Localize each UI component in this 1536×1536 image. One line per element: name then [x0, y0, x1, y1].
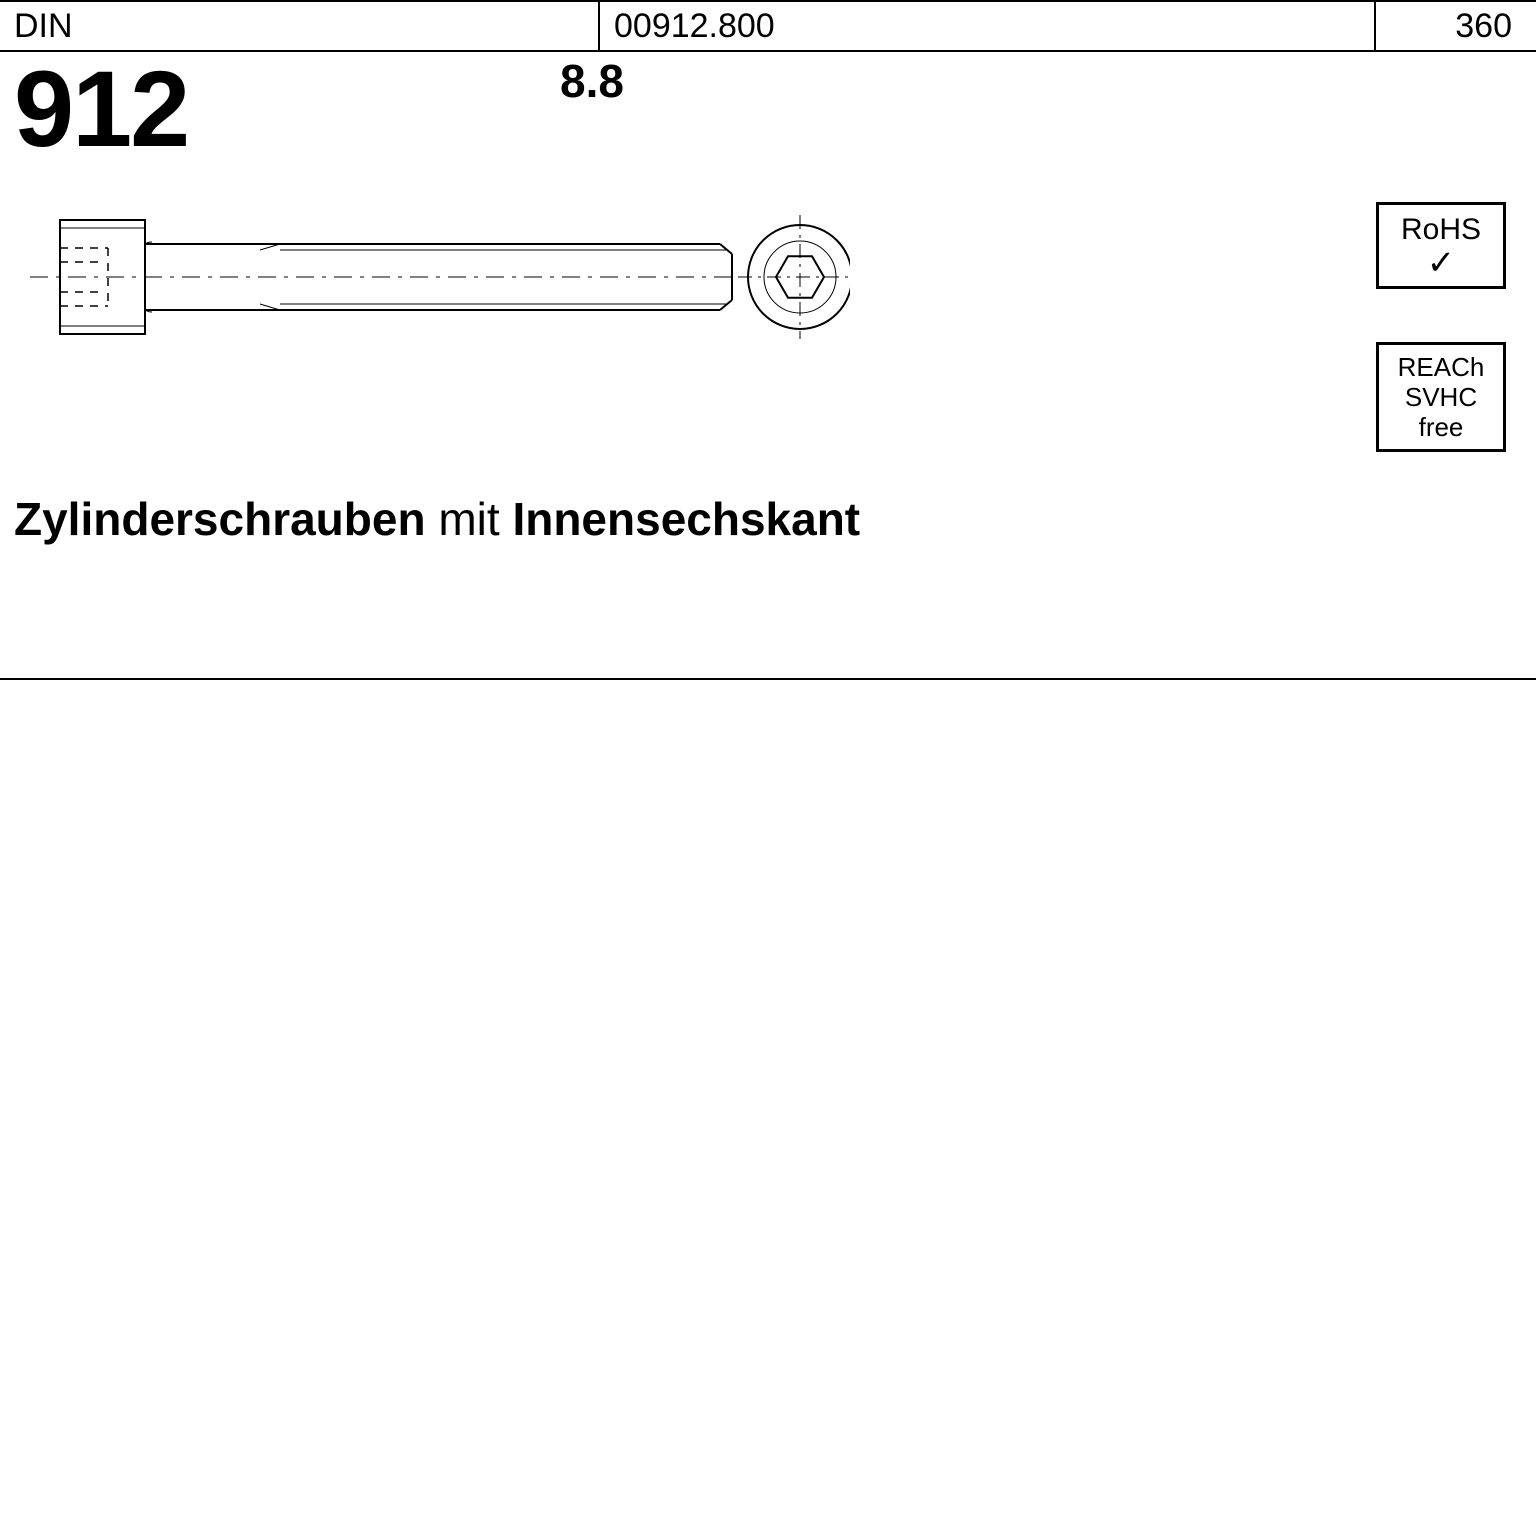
- reach-line1: REACh: [1383, 353, 1499, 383]
- standard-number: 912: [14, 46, 188, 171]
- header-page-ref: 360: [1376, 2, 1536, 50]
- rohs-badge: RoHS ✓: [1376, 202, 1506, 289]
- check-icon: ✓: [1383, 246, 1499, 280]
- drawing-area: RoHS ✓ REACh SVHC free: [0, 172, 1536, 432]
- rohs-label: RoHS: [1383, 213, 1499, 246]
- product-title: Zylinderschrauben mit Innensechskant: [14, 492, 860, 546]
- datasheet: DIN 00912.800 360 912 8.8: [0, 0, 1536, 680]
- title-suffix: Innensechskant: [512, 493, 860, 545]
- screw-drawing: [30, 192, 850, 362]
- title-middle: mit: [426, 493, 513, 545]
- reach-line2: SVHC: [1383, 383, 1499, 413]
- spec-row: 912 8.8: [0, 52, 1536, 172]
- strength-grade: 8.8: [560, 54, 624, 108]
- title-prefix: Zylinderschrauben: [14, 493, 426, 545]
- header-article-code: 00912.800: [600, 2, 1376, 50]
- header-standard-org: DIN: [0, 2, 600, 50]
- title-area: Zylinderschrauben mit Innensechskant: [0, 432, 1536, 672]
- header-row: DIN 00912.800 360: [0, 2, 1536, 52]
